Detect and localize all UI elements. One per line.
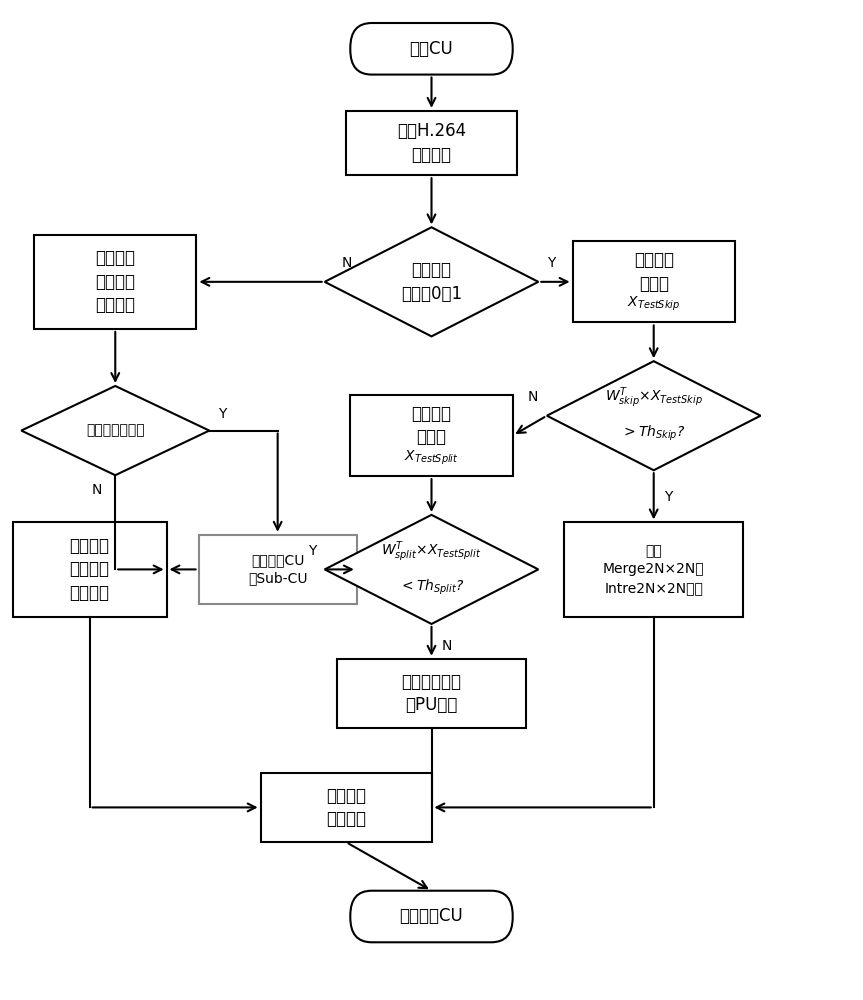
Text: 选择最优
划分模式: 选择最优 划分模式: [326, 787, 366, 828]
FancyBboxPatch shape: [198, 535, 356, 604]
FancyBboxPatch shape: [346, 111, 517, 175]
Text: $<Th_{Split}$?: $<Th_{Split}$?: [399, 578, 464, 597]
FancyBboxPatch shape: [261, 773, 432, 842]
Text: 进行
Merge2N×2N和
Intre2N×2N预测: 进行 Merge2N×2N和 Intre2N×2N预测: [603, 544, 704, 595]
FancyBboxPatch shape: [572, 241, 735, 322]
Text: 当前深度
是否为0，1: 当前深度 是否为0，1: [401, 261, 462, 303]
Text: 是否继续划分？: 是否继续划分？: [86, 424, 145, 438]
Text: 根据码流
信息进行
模式映射: 根据码流 信息进行 模式映射: [95, 249, 135, 314]
Text: 读入H.264
码流信息: 读入H.264 码流信息: [397, 122, 466, 164]
Text: 划分当前CU
至Sub-CU: 划分当前CU 至Sub-CU: [248, 553, 307, 586]
Text: Y: Y: [217, 407, 226, 421]
Text: N: N: [528, 390, 539, 404]
Text: N: N: [92, 483, 103, 497]
Text: 重复以上
过程直到
划分结束: 重复以上 过程直到 划分结束: [70, 537, 110, 602]
FancyBboxPatch shape: [34, 235, 197, 329]
FancyBboxPatch shape: [350, 891, 513, 942]
Polygon shape: [547, 361, 760, 470]
Text: Y: Y: [547, 256, 555, 270]
FancyBboxPatch shape: [350, 395, 513, 476]
Polygon shape: [324, 515, 539, 624]
Text: Y: Y: [308, 544, 316, 558]
Text: 结束当前CU: 结束当前CU: [400, 908, 463, 926]
Text: N: N: [442, 639, 452, 653]
Text: 构建测试
样本集: 构建测试 样本集: [633, 251, 674, 293]
Text: N: N: [342, 256, 352, 270]
Text: $W_{split}^{T}$$\times$$X_{TestSplit}$: $W_{split}^{T}$$\times$$X_{TestSplit}$: [381, 539, 482, 564]
Text: Y: Y: [664, 490, 672, 504]
Text: 遍历当前层所
有PU模式: 遍历当前层所 有PU模式: [401, 673, 462, 714]
FancyBboxPatch shape: [564, 522, 743, 617]
Text: 编码CU: 编码CU: [410, 40, 453, 58]
Text: $X_{TestSplit}$: $X_{TestSplit}$: [404, 448, 459, 467]
Text: $>Th_{Skip}$?: $>Th_{Skip}$?: [621, 424, 686, 443]
Text: 构建测试
样本集: 构建测试 样本集: [412, 405, 451, 446]
Text: $W_{skip}^{T}$$\times$$X_{TestSkip}$: $W_{skip}^{T}$$\times$$X_{TestSkip}$: [605, 386, 702, 410]
FancyBboxPatch shape: [337, 659, 526, 728]
Polygon shape: [22, 386, 210, 475]
FancyBboxPatch shape: [350, 23, 513, 75]
FancyBboxPatch shape: [13, 522, 167, 617]
Text: $X_{TestSkip}$: $X_{TestSkip}$: [627, 294, 680, 313]
Polygon shape: [324, 227, 539, 336]
